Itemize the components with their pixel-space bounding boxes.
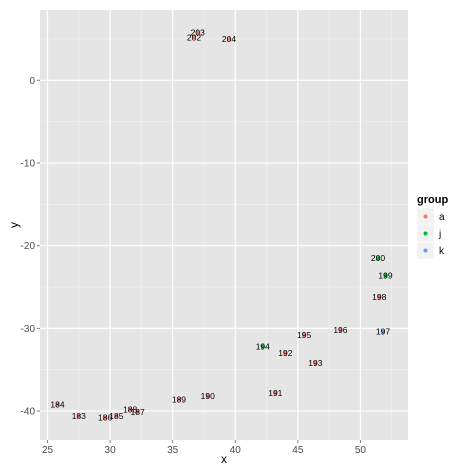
grid-minor [40,10,408,440]
x-tick-label: 30 [105,445,117,456]
data-point-203 [195,30,200,35]
legend-label-j: j [438,229,441,240]
y-tick-label: -30 [21,324,36,335]
point-label-203: 203 [191,27,205,37]
point-label-185: 185 [109,411,123,421]
data-point-189 [176,397,181,402]
data-point-187 [135,409,140,414]
data-point-198 [377,294,382,299]
point-label-195: 195 [297,330,311,340]
data-point-192 [283,351,288,356]
data-point-185 [114,414,119,419]
point-label-199: 199 [378,270,392,280]
data-point-204 [227,36,232,41]
point-label-187: 187 [131,407,145,417]
point-label-188: 188 [123,404,137,414]
data-point-193 [313,361,318,366]
point-label-183: 183 [72,411,86,421]
x-tick-label: 45 [292,445,304,456]
point-label-202: 202 [187,32,201,42]
data-point-186 [103,415,108,420]
legend-label-a: a [439,212,445,223]
data-point-196 [338,328,343,333]
data-point-190 [205,394,210,399]
data-point-183 [76,414,81,419]
point-label-184: 184 [50,399,64,409]
point-label-186: 186 [98,413,112,423]
point-label-198: 198 [372,292,386,302]
point-label-194: 194 [256,342,270,352]
data-point-188 [128,407,133,412]
legend-dot-a [423,214,428,219]
y-tick-label: -40 [21,407,36,418]
point-label-197: 197 [376,327,390,337]
panel-background [40,10,408,440]
legend-dot-k [423,248,428,253]
point-label-193: 193 [308,358,322,368]
point-label-190: 190 [201,391,215,401]
x-tick-label: 50 [355,445,367,456]
data-point-195 [302,332,307,337]
data-point-199 [383,273,388,278]
data-point-184 [55,402,60,407]
data-point-191 [273,390,278,395]
data-point-194 [260,344,265,349]
point-label-192: 192 [278,348,292,358]
x-tick-label: 35 [167,445,179,456]
x-axis-title: x [221,452,227,466]
data-points [55,30,388,420]
point-label-204: 204 [222,34,236,44]
data-point-202 [191,35,196,40]
point-label-189: 189 [172,394,186,404]
y-tick-label: 0 [29,76,35,87]
y-tick-label: -10 [21,158,36,169]
x-tick-label: 40 [230,445,242,456]
legend-dot-j [423,231,428,236]
data-point-200 [375,256,380,261]
legend-title: group [417,194,448,206]
axis-ticks: 25 30 35 40 45 50 0 -10 -20 -30 -40 [21,76,367,456]
x-tick-label: 25 [42,445,54,456]
legend: group ajk [416,194,448,260]
legend-label-k: k [439,246,445,257]
grid-major [40,10,408,440]
data-point-197 [380,329,385,334]
y-axis-title: y [7,222,21,228]
point-label-191: 191 [268,388,282,398]
y-tick-label: -20 [21,241,36,252]
point-label-200: 200 [371,253,385,263]
point-label-196: 196 [333,325,347,335]
